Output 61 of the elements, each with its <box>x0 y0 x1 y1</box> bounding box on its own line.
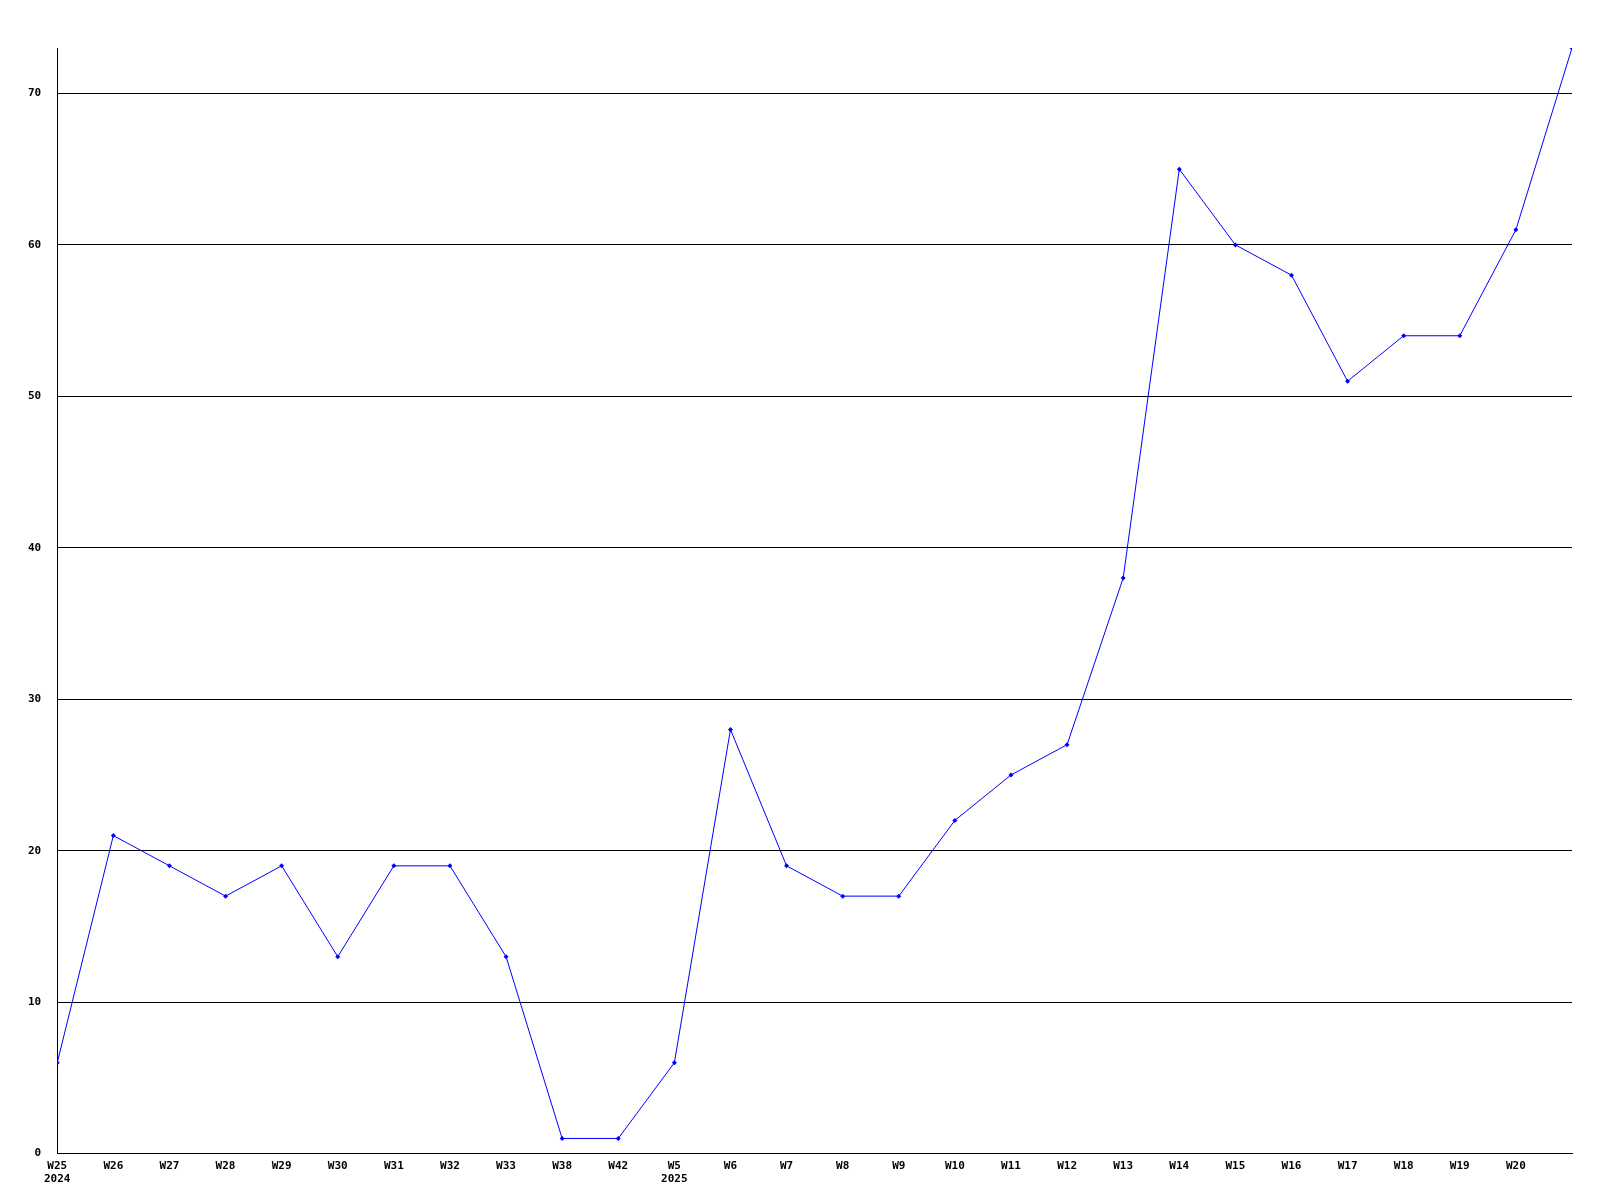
y-tick-label: 60 <box>28 237 42 251</box>
point <box>1345 378 1351 384</box>
x-tick-label: W32 <box>440 1159 460 1173</box>
point <box>671 1060 677 1066</box>
point <box>279 863 285 869</box>
point <box>615 1135 621 1141</box>
x-tick-label: W26 <box>103 1159 124 1173</box>
x-tick-label: W15 <box>1225 1159 1246 1173</box>
x-tick-label: W6 <box>723 1159 738 1173</box>
point <box>1457 333 1463 339</box>
point <box>1288 272 1294 278</box>
x-tick-label: W14 <box>1169 1159 1190 1173</box>
x-tick-label: W12 <box>1057 1159 1078 1173</box>
y-tick-label: 0 <box>34 1146 42 1160</box>
x-tick-label: W42 <box>608 1159 629 1173</box>
x-tick-label: W8 <box>836 1159 850 1173</box>
point <box>896 893 902 899</box>
point <box>952 817 958 823</box>
x-tick-label: W27 <box>159 1159 180 1173</box>
point <box>559 1135 565 1141</box>
point <box>391 863 397 869</box>
point <box>1008 772 1014 778</box>
x-tick-label: W18 <box>1393 1159 1414 1173</box>
x-tick-label: W7 <box>779 1159 794 1173</box>
y-tick-label: 40 <box>28 540 42 554</box>
point <box>784 863 790 869</box>
x-tick-label: W13 <box>1113 1159 1134 1173</box>
point <box>1176 166 1182 172</box>
point <box>110 833 116 839</box>
x-tick-label: W16 <box>1281 1159 1302 1173</box>
point <box>1120 575 1126 581</box>
y-tick-label: 30 <box>28 692 42 706</box>
point <box>503 954 509 960</box>
point <box>1232 242 1238 248</box>
point <box>166 863 172 869</box>
point <box>1064 742 1070 748</box>
x-tick-label: W20 <box>1505 1159 1526 1173</box>
x-tick-label: W28 <box>215 1159 236 1173</box>
x-tick-label: W9 <box>892 1159 906 1173</box>
point <box>223 893 229 899</box>
x-tick-label: W25 2024 <box>44 1159 71 1186</box>
x-tick-label: W30 <box>327 1159 348 1173</box>
x-tick-label: W17 <box>1337 1159 1358 1173</box>
y-tick-label: 50 <box>28 389 42 403</box>
x-tick-label: W19 <box>1449 1159 1470 1173</box>
point <box>727 727 733 733</box>
x-tick-label: W11 <box>1001 1159 1022 1173</box>
y-tick-label: 20 <box>28 843 42 857</box>
y-tick-label: 10 <box>28 995 42 1009</box>
point <box>840 893 846 899</box>
x-tick-label: W10 <box>944 1159 965 1173</box>
x-tick-label: W29 <box>271 1159 292 1173</box>
x-tick-label: W31 <box>383 1159 405 1173</box>
point <box>335 954 341 960</box>
y-tick-label: 70 <box>28 86 42 100</box>
x-tick-label: W33 <box>496 1159 516 1173</box>
x-tick-label: W5 2025 <box>661 1159 688 1186</box>
x-tick-label: W38 <box>552 1159 573 1173</box>
point <box>1513 227 1519 233</box>
point <box>447 863 453 869</box>
point <box>1401 333 1407 339</box>
